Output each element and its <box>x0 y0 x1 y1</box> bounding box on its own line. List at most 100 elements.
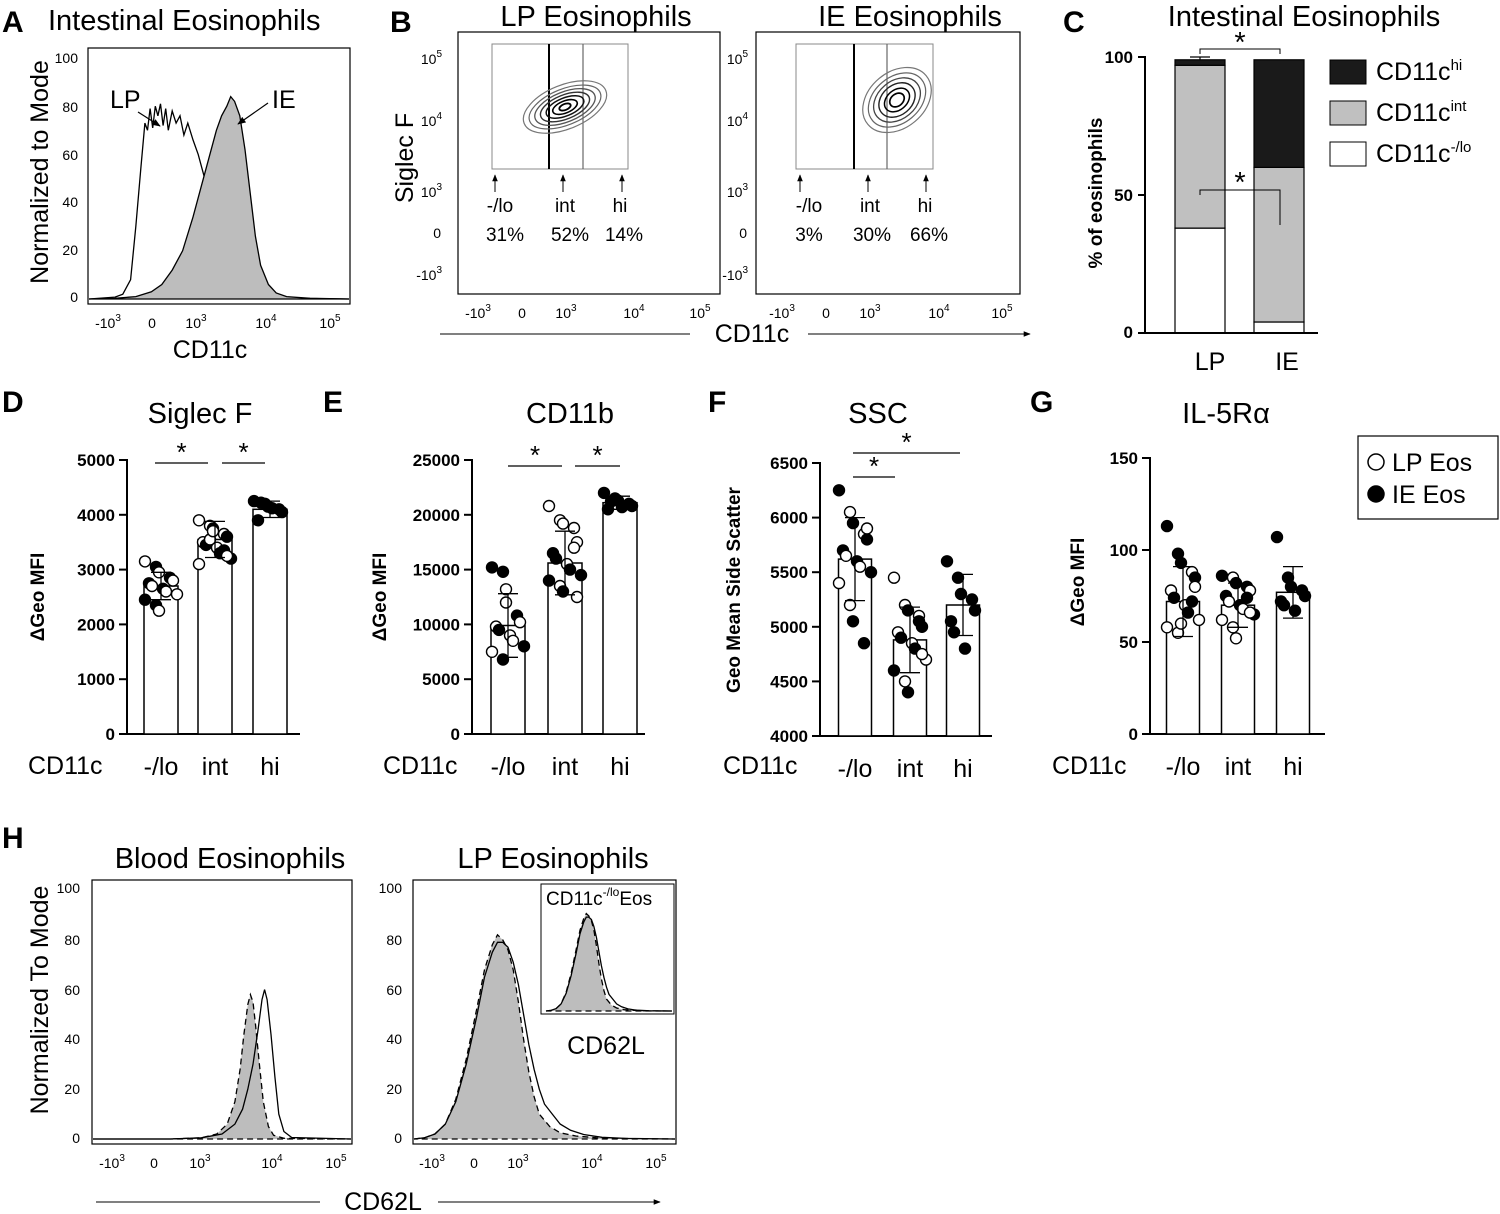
category-label: -/lo <box>1166 753 1201 781</box>
contour-line <box>551 98 579 116</box>
panel-g-title: IL-5Rα <box>1182 398 1270 430</box>
data-point-ie <box>965 593 979 606</box>
y-tick-label: 150 <box>1110 449 1138 468</box>
y-tick-label: 0 <box>1124 323 1133 342</box>
bar <box>197 538 233 735</box>
panel-a-title: Intestinal Eosinophils <box>48 5 320 37</box>
gate-percent: 14% <box>605 225 643 246</box>
panel-h-xticks-lp: -103 0 103 104 105 <box>419 1153 667 1171</box>
significance-bracket <box>1199 189 1281 225</box>
panel-label-f: F <box>708 386 726 419</box>
legend-label-ie: IE Eos <box>1392 481 1466 509</box>
panel-label-g: G <box>1030 386 1053 419</box>
panel-b: Siglec F CD11c LP Eosinophils -/lo <box>391 1 1031 348</box>
stacked-bar-segment <box>1253 59 1305 168</box>
x-tick-label: 104 <box>581 1153 603 1171</box>
legend-label-int: CD11cint <box>1376 98 1467 127</box>
panel-g-plot: 0 50 100 150 -/lo int hi <box>1110 449 1325 781</box>
data-point-lp <box>499 596 513 609</box>
panel-h: Normalized To Mode Blood Eosinophils LP … <box>26 843 677 1214</box>
data-point-lp <box>499 583 513 596</box>
y-tick-label: 105 <box>421 49 443 67</box>
significance-star: * <box>530 440 540 470</box>
y-tick-label: 4000 <box>77 506 115 525</box>
histogram-filled-curve <box>413 933 676 1140</box>
panel-e-xlabel: CD11c <box>383 752 458 780</box>
y-tick-label: 20000 <box>413 506 460 525</box>
category-label: int <box>202 753 228 781</box>
y-tick-label: 5000 <box>770 618 808 637</box>
contour-line <box>862 66 932 134</box>
inset-open-curve <box>545 916 673 1012</box>
category-label: hi <box>953 755 972 783</box>
significance-star: * <box>869 451 879 481</box>
panel-g: IL-5Rα ΔGeo MFI CD11c 0 50 100 150 -/lo int hi… <box>1052 398 1499 781</box>
gate-label: int <box>860 196 881 217</box>
data-point-lp <box>567 541 581 554</box>
data-point-lp <box>832 576 846 590</box>
y-tick-label: 40 <box>62 194 78 210</box>
bar <box>602 501 638 735</box>
contour-line <box>528 84 602 130</box>
data-point-ie <box>968 604 982 617</box>
data-point-ie <box>254 496 268 509</box>
panel-c-legend: CD11chi CD11cint CD11c-/lo <box>1329 57 1471 168</box>
y-tick-label: 2000 <box>77 615 115 634</box>
legend-swatch-int <box>1329 100 1367 126</box>
legend-marker-lp <box>1367 453 1385 471</box>
panel-d-plot: 0 1000 2000 3000 4000 5000 -/lo int hi * * <box>77 437 300 781</box>
data-point-ie <box>1288 604 1302 617</box>
y-tick-label: 40 <box>386 1031 402 1047</box>
panel-h-lp-histograms <box>413 933 676 1140</box>
x-tick-label: 105 <box>645 1153 667 1171</box>
histogram-open-curve <box>93 989 352 1140</box>
panel-c-title: Intestinal Eosinophils <box>1168 1 1440 33</box>
legend-swatch-lo <box>1329 141 1367 167</box>
panel-label-c: C <box>1063 6 1085 39</box>
legend-marker-ie <box>1367 485 1385 503</box>
data-point-ie <box>832 484 846 497</box>
data-point-lp <box>860 522 874 535</box>
significance-bracket <box>1199 48 1281 54</box>
x-tick-label: -103 <box>769 303 795 321</box>
histogram-title-blood: Blood Eosinophils <box>115 843 346 875</box>
category-label: int <box>897 755 923 783</box>
y-tick-label: 104 <box>727 111 749 129</box>
inset-title: CD11c-/loEos <box>546 885 652 910</box>
data-point-ie <box>1160 519 1174 533</box>
histogram-frame-blood <box>91 879 353 1145</box>
x-tick-label: 105 <box>325 1153 347 1171</box>
y-tick-label: 0 <box>451 725 460 744</box>
data-point-lp <box>839 549 853 562</box>
x-tick-label: 0 <box>470 1155 478 1171</box>
category-label: IE <box>1275 348 1299 376</box>
y-tick-label: 80 <box>386 932 402 948</box>
contour-title-ie: IE Eosinophils <box>818 1 1002 33</box>
data-point-lp <box>192 557 206 571</box>
panel-d-ylabel: ΔGeo MFI <box>28 553 49 642</box>
data-point-ie <box>492 623 506 637</box>
contour-line <box>539 91 591 123</box>
bar <box>252 508 288 735</box>
contour-xticks-lp: -103 0 103 104 105 <box>465 303 711 321</box>
panel-a-histograms <box>88 95 350 300</box>
category-label: -/lo <box>144 753 179 781</box>
contour-frame-lp <box>457 31 721 295</box>
data-point-ie <box>912 615 926 628</box>
contour-plot-lp: LP Eosinophils -/lo int hi 31% 52% 14% <box>416 1 721 321</box>
data-point-ie <box>1185 595 1199 608</box>
data-point-lp <box>570 590 584 604</box>
panel-label-h: H <box>2 822 24 855</box>
category-label: int <box>552 753 578 781</box>
panel-d-xlabel: CD11c <box>28 752 103 780</box>
significance-star: * <box>238 437 248 467</box>
data-point-lp <box>915 647 929 661</box>
panel-a-xlabel: CD11c <box>173 336 248 364</box>
y-tick-label: 1000 <box>77 670 115 689</box>
data-point-lp <box>556 517 570 530</box>
inset-xlabel: CD62L <box>567 1032 645 1060</box>
x-tick-label: 105 <box>689 303 711 321</box>
data-point-lp <box>898 675 912 688</box>
y-tick-label: 50 <box>1114 186 1133 205</box>
